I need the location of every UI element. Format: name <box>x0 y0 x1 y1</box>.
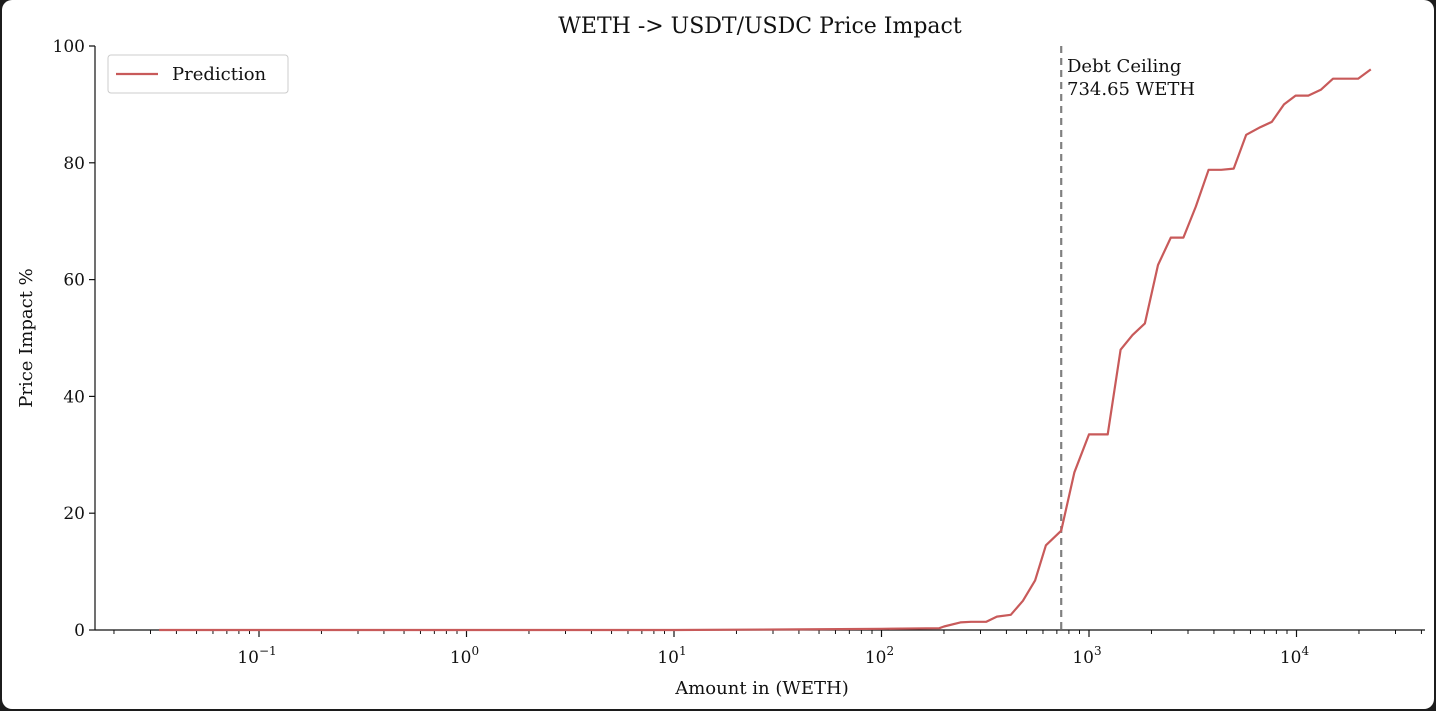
plot-area <box>159 46 1372 632</box>
y-tick-label: 0 <box>74 621 85 641</box>
x-tick-label: 100 <box>450 644 479 668</box>
x-tick-label: 103 <box>1072 644 1101 668</box>
y-tick-label: 20 <box>63 504 85 524</box>
y-axis-label: Price Impact % <box>16 268 37 408</box>
x-tick-label: 10−1 <box>237 644 276 668</box>
legend-label-prediction: Prediction <box>172 64 267 85</box>
y-tick-label: 40 <box>63 387 85 407</box>
chart-title: WETH -> USDT/USDC Price Impact <box>558 14 962 39</box>
y-tick-label: 60 <box>63 271 85 291</box>
axes <box>94 46 1425 631</box>
x-tick-label: 101 <box>657 644 686 668</box>
debt-ceiling-label: Debt Ceiling <box>1067 56 1181 77</box>
legend-box <box>107 54 289 94</box>
series-line-prediction <box>159 68 1372 632</box>
ticks: 0 20 40 60 80 100 10−1 100 101 102 103 104 <box>53 37 1422 668</box>
debt-ceiling-value: 734.65 WETH <box>1067 79 1195 100</box>
legend: Prediction <box>107 54 289 94</box>
x-tick-label: 102 <box>865 644 894 668</box>
x-axis-label: Amount in (WETH) <box>674 678 849 699</box>
x-tick-label: 104 <box>1280 644 1310 668</box>
y-tick-label: 80 <box>63 154 85 174</box>
y-tick-label: 100 <box>53 37 85 57</box>
